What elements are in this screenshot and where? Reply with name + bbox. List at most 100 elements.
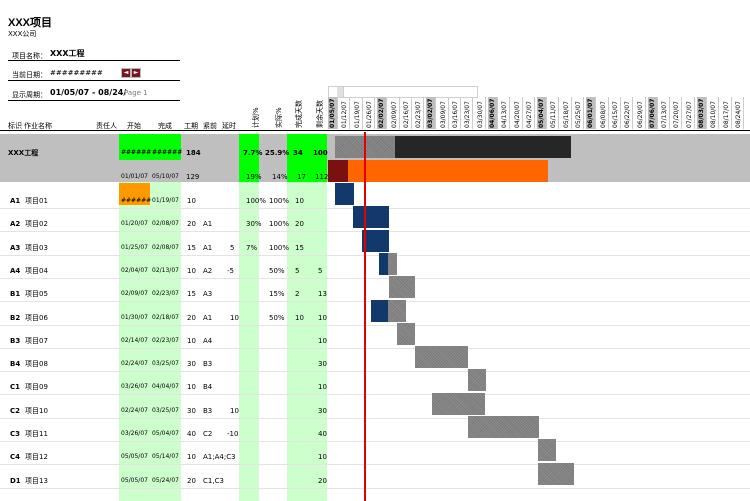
task-lag: 5 (230, 243, 235, 252)
timeline-date-14: 04/13/07 (500, 97, 511, 129)
task-start: 03/26/07 (121, 430, 148, 437)
task-start: 05/05/07 (121, 476, 148, 484)
col-lag: 延时 (222, 122, 236, 130)
task-duration: 15 (187, 243, 196, 252)
task-id: A3 (10, 243, 21, 252)
task-done: 5 (295, 266, 300, 275)
task-pred: C1,C3 (203, 476, 224, 485)
task-start: 01/25/07 (121, 243, 148, 251)
task-start: 02/09/07 (121, 290, 148, 298)
timeline-date-label: 01/26/07 (365, 101, 373, 128)
task-gantt-bar[interactable] (432, 392, 485, 415)
task-gantt-bar[interactable] (468, 416, 539, 438)
task-gantt-bar[interactable] (538, 439, 556, 462)
task-id: C2 (10, 406, 21, 415)
next-period-button[interactable]: ► (131, 68, 141, 78)
task-gantt-bar[interactable] (538, 462, 574, 485)
task-finish: 05/14/07 (152, 453, 179, 461)
timeline-date-21: 06/01/07 (586, 97, 597, 129)
timeline-date-label: 06/01/07 (587, 98, 595, 128)
task-finish: 03/25/07 (152, 360, 179, 368)
task-left: 10 (318, 313, 327, 322)
timeline-date-0: 01/05/07 (328, 97, 338, 129)
task-left: 5 (318, 266, 323, 275)
timeline-date-label: 04/27/07 (525, 101, 533, 128)
timeline-date-label: 07/27/07 (685, 101, 693, 128)
summary-planned2: 19% (246, 173, 262, 181)
timeline-scrollbar[interactable] (328, 86, 478, 98)
task-gantt-bar[interactable] (468, 369, 486, 392)
task-duration: 20 (187, 313, 196, 322)
page-indicator: Page 1 (124, 89, 148, 97)
timeline-date-1: 01/12/07 (340, 97, 351, 129)
timeline-date-label: 03/09/07 (439, 101, 447, 128)
timeline-date-17: 05/04/07 (537, 97, 548, 129)
task-name: 项目09 (25, 383, 48, 392)
summary-duration: 184 (186, 149, 201, 157)
project-name-label: 项目名称： (12, 52, 47, 60)
task-id: B4 (10, 360, 21, 369)
task-pred: B4 (203, 383, 213, 392)
task-duration: 40 (187, 430, 196, 438)
task-actual: 50% (269, 266, 285, 275)
timeline-date-label: 03/30/07 (476, 101, 484, 128)
timeline-date-16: 04/27/07 (525, 97, 535, 129)
task-pred: A1 (203, 243, 213, 252)
prev-period-button[interactable]: ◄ (121, 68, 131, 78)
timeline-date-10: 03/16/07 (451, 97, 461, 129)
timeline-date-25: 06/29/07 (636, 97, 646, 129)
task-left: 30 (318, 406, 327, 415)
task-gantt-bar[interactable] (397, 322, 415, 345)
scrollbar-thumb[interactable] (337, 87, 344, 97)
summary-days-done: 34 (293, 149, 303, 157)
task-name: 项目03 (25, 243, 48, 252)
timeline-date-label: 08/24/07 (734, 101, 742, 128)
timeline-date-13: 04/06/07 (487, 97, 498, 129)
task-duration: 10 (187, 266, 196, 275)
timeline-date-label: 06/08/07 (599, 101, 607, 128)
task-left: 30 (318, 360, 327, 369)
col-days-left: 剩余天数 (316, 100, 324, 128)
timeline-date-15: 04/20/07 (513, 97, 523, 129)
task-gantt-bar[interactable] (389, 276, 415, 299)
task-gantt-bar[interactable] (379, 252, 397, 275)
summary-plan-done-bar (328, 160, 348, 182)
timeline-date-24: 06/22/07 (623, 97, 634, 129)
timeline-date-9: 03/09/07 (439, 97, 449, 129)
task-id: A2 (10, 220, 21, 229)
task-name: 项目12 (25, 453, 48, 462)
timeline-date-31: 08/10/07 (709, 97, 720, 129)
col-name: 作业名称 (24, 122, 52, 130)
col-owner: 责任人 (96, 122, 117, 130)
task-actual: 100% (269, 243, 290, 252)
col-actual: 实际% (275, 107, 283, 128)
summary-planned: 7.7% (243, 149, 263, 157)
task-done: 2 (295, 290, 300, 299)
timeline-date-12: 03/30/07 (476, 97, 486, 129)
timeline-date-7: 02/23/07 (414, 97, 425, 129)
task-id: C1 (10, 383, 21, 392)
task-gantt-bar[interactable] (415, 346, 468, 369)
task-done: 10 (295, 313, 304, 322)
timeline-date-28: 07/20/07 (672, 97, 683, 129)
task-finish: 02/23/07 (152, 290, 179, 298)
col-pred: 紧前 (203, 122, 217, 130)
timeline-date-27: 07/13/07 (660, 97, 671, 129)
task-left: 10 (318, 453, 327, 462)
task-gantt-bar[interactable] (353, 206, 389, 229)
timeline-date-label: 07/20/07 (673, 101, 681, 128)
summary-finish2: 05/10/07 (152, 173, 179, 180)
task-start: 03/26/07 (121, 383, 148, 391)
timeline-date-label: 05/04/07 (538, 98, 546, 128)
col-days-done: 完成天数 (295, 100, 303, 128)
task-gantt-bar[interactable] (362, 229, 389, 252)
project-name-value: XXX工程 (50, 49, 85, 58)
timeline-date-30: 08/03/07 (697, 97, 707, 129)
timeline-date-3: 01/26/07 (365, 97, 375, 129)
summary-actual: 25.9% (265, 149, 290, 157)
summary-days-left2: 112 (315, 173, 329, 181)
task-gantt-bar[interactable] (335, 183, 354, 205)
task-gantt-bar[interactable] (371, 299, 406, 322)
task-left: 10 (318, 383, 327, 392)
timeline-date-label: 08/03/07 (698, 98, 705, 128)
